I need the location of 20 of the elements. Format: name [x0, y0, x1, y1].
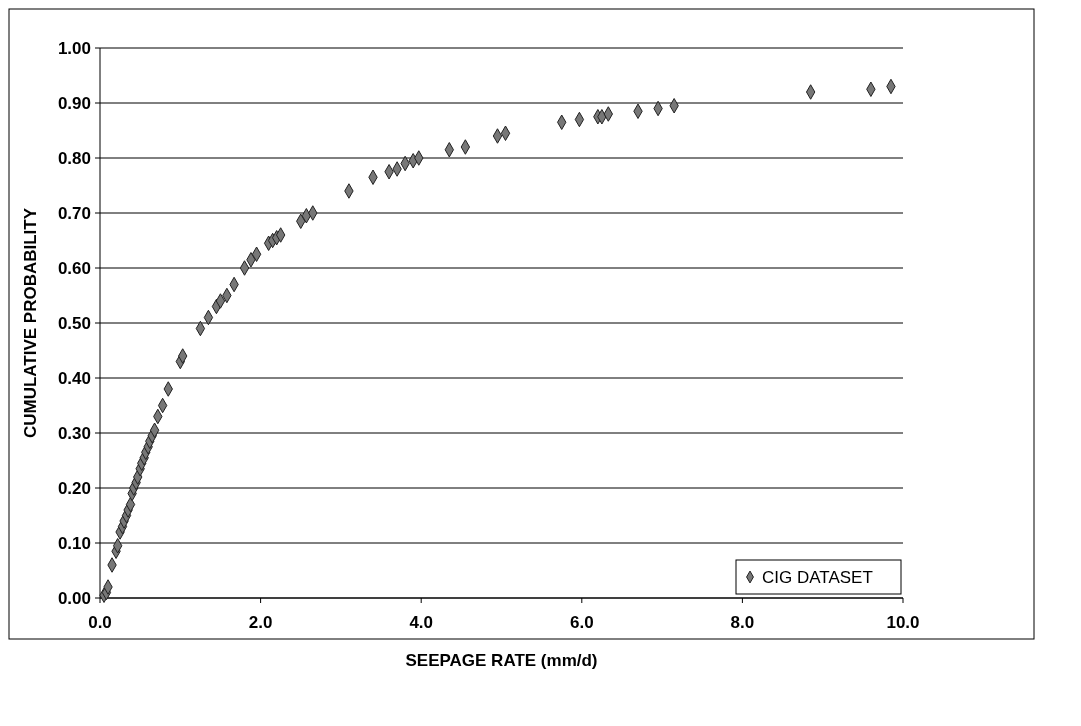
y-tick-label: 1.00: [57, 38, 91, 58]
y-tick-label: 0.50: [57, 313, 91, 333]
x-tick-label: 10.0: [886, 613, 920, 632]
y-axis-title: CUMULATIVE PROBABILITY: [21, 207, 40, 439]
x-tick-label: 0.0: [88, 613, 112, 632]
x-axis-title: SEEPAGE RATE (mm/d): [405, 651, 598, 670]
y-tick-label: 0.80: [57, 148, 91, 168]
x-tick-label: 2.0: [248, 613, 273, 632]
x-tick-label: 8.0: [730, 613, 755, 632]
x-tick-label: 6.0: [569, 613, 594, 632]
y-tick-label: 0.00: [57, 588, 91, 608]
y-tick-label: 0.60: [57, 258, 91, 278]
y-tick-label: 0.70: [57, 203, 91, 223]
x-tick-label: 4.0: [409, 613, 434, 632]
y-tick-label: 0.40: [57, 368, 91, 388]
legend-label: CIG DATASET: [762, 567, 873, 587]
y-tick-label: 0.30: [57, 423, 91, 443]
y-tick-label: 0.10: [57, 533, 91, 553]
y-tick-label: 0.90: [57, 93, 91, 113]
y-tick-label: 0.20: [57, 478, 91, 498]
